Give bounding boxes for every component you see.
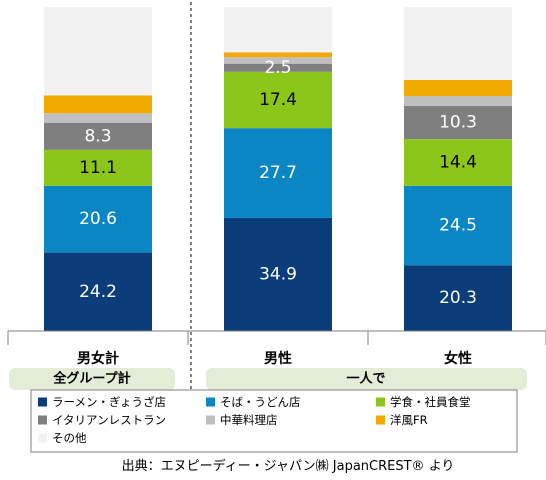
legend-label-0: ラーメン・ぎょうざ店 [52,395,166,409]
bar-segment-女性-6 [404,7,512,80]
legend-box [30,389,518,453]
bar-segment-男女計-1 [44,185,152,253]
data-label-男女計-3: 8.3 [84,126,111,146]
data-label-男女計-2: 11.1 [79,158,117,178]
data-label-男女計-0: 24.2 [79,282,117,302]
legend-swatch-1 [206,397,215,407]
data-label-女性-3: 10.3 [439,113,477,133]
bar-segment-女性-4 [404,96,512,106]
category-label-0: 男女計 [77,350,119,367]
axis-layer: 男女計 男性 女性 [7,2,546,392]
legend-label-2: 学食・社員食堂 [390,395,471,409]
source-note: 出典：エヌピーディー・ジャパン㈱ JapanCREST® より [122,458,455,474]
legend-label-3: イタリアンレストラン [52,413,166,427]
bar-segment-男女計-5 [44,95,152,114]
bar-segment-女性-2 [404,139,512,186]
legend-label-1: そば・うどん店 [220,395,301,409]
data-label-女性-0: 20.3 [439,288,477,308]
bar-segment-男性-1 [224,128,332,218]
bar-segment-女性-5 [404,79,512,97]
bar-segment-女性-3 [404,105,512,140]
bar-segment-男性-5 [224,52,332,58]
legend-swatch-0 [38,397,47,407]
data-label-男性-1: 27.7 [259,163,297,183]
legend-swatch-3 [38,415,47,425]
bar-segment-女性-0 [404,265,512,331]
bar-segment-男性-6 [224,7,332,53]
bar-segment-男女計-6 [44,7,152,96]
data-label-女性-1: 24.5 [439,216,477,236]
data-labels-layer: 24.2 20.6 11.1 8.3 34.9 27.7 17.4 2.5 20.3 24.5 14… [79,58,477,308]
group-label-0: 全グループ計 [52,371,130,387]
bar-segment-男女計-4 [44,113,152,123]
bar-segment-女性-1 [404,185,512,266]
bar-segment-男性-4 [224,57,332,64]
group-label-bg-0 [9,368,175,390]
category-label-2: 女性 [444,350,472,367]
legend-swatch-5 [376,415,385,425]
legend-label-5: 洋風FR [390,413,428,427]
bar-segment-男女計-2 [44,149,152,186]
data-label-男性-2: 17.4 [259,90,297,110]
group-label-1: 一人で [346,371,385,387]
bar-segment-男性-2 [224,71,332,129]
legend-swatch-4 [206,415,215,425]
category-label-1: 男性 [264,350,292,367]
data-label-女性-2: 14.4 [439,153,477,173]
legend-label-4: 中華料理店 [220,413,278,427]
data-label-男性-3: 2.5 [264,58,291,78]
data-label-男性-0: 34.9 [259,264,297,284]
bar-segment-男女計-3 [44,122,152,150]
bar-segment-男女計-0 [44,252,152,331]
bars-layer [44,7,512,331]
group-labels-layer: 全グループ計 一人で [9,368,527,390]
legend-swatch-6 [38,433,47,443]
legend-label-6: その他 [52,431,87,445]
group-label-bg-1 [206,368,527,390]
bar-segment-男性-0 [224,217,332,331]
bar-segment-男性-3 [224,63,332,72]
data-label-男女計-1: 20.6 [79,209,117,229]
legend-swatch-2 [376,397,385,407]
